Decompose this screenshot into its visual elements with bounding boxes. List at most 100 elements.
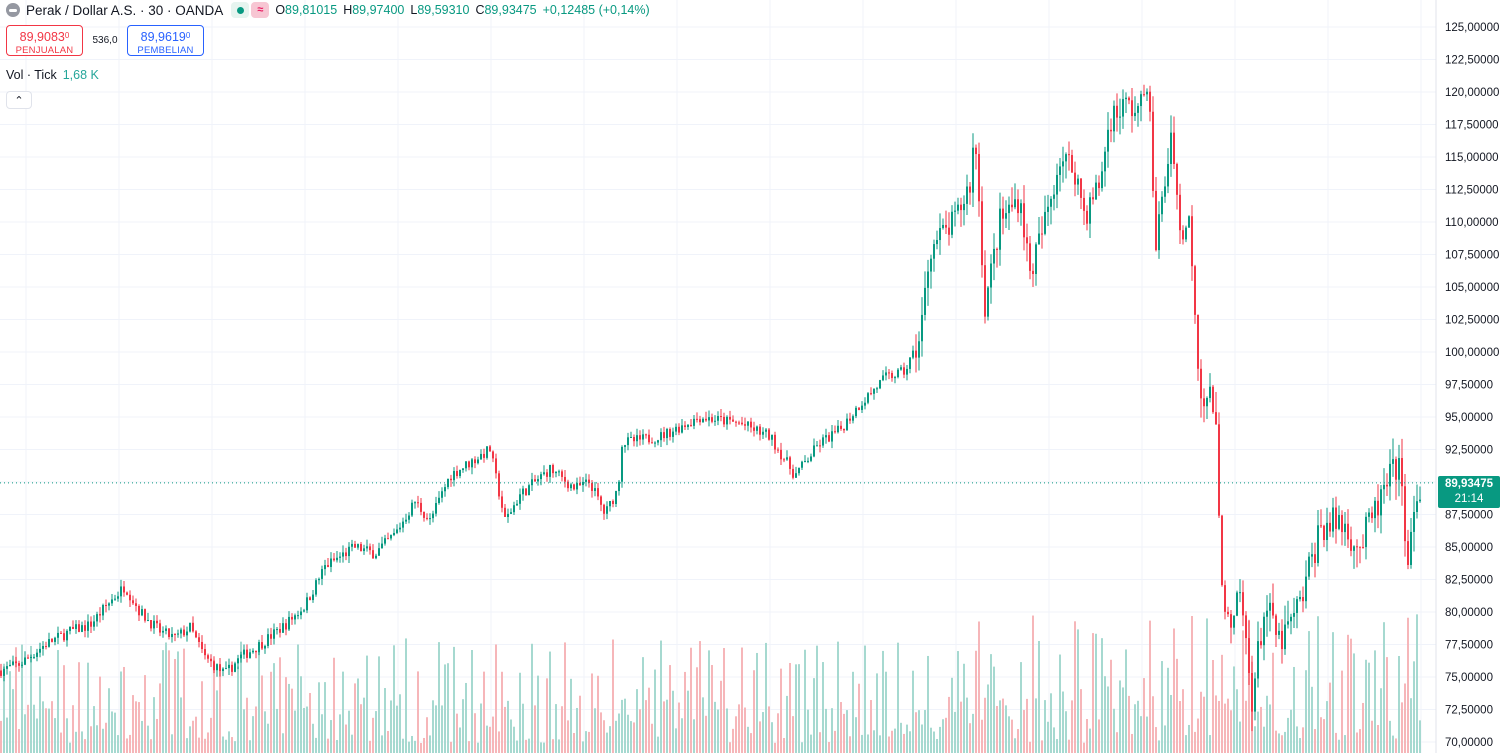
candle-body <box>207 655 209 659</box>
volume-bar <box>960 701 962 753</box>
volume-bar <box>954 711 956 753</box>
candle-body <box>243 649 245 655</box>
volume-bar <box>762 712 764 753</box>
volume-bar <box>897 642 899 753</box>
volume-bar <box>1188 724 1190 753</box>
candle-body <box>654 442 656 444</box>
volume-bar <box>369 740 371 753</box>
volume-bar <box>804 649 806 753</box>
volume-bar <box>507 700 509 753</box>
volume-bar <box>1386 657 1388 753</box>
y-tick-label: 107,50000 <box>1445 250 1499 262</box>
volume-bar <box>1263 726 1265 753</box>
volume-bar <box>1116 732 1118 753</box>
volume-legend[interactable]: Vol · Tick 1,68 K <box>6 68 99 82</box>
volume-bar <box>69 742 71 753</box>
candle-body <box>474 459 476 464</box>
candle-body <box>966 186 968 204</box>
candle-body <box>162 630 164 633</box>
candle-body <box>96 614 98 622</box>
candle-body <box>42 646 44 649</box>
sell-price-sup: 0 <box>64 31 70 40</box>
candle-body <box>432 513 434 519</box>
candle-body <box>27 657 29 659</box>
volume-bar <box>351 734 353 753</box>
volume-bar <box>366 655 368 753</box>
volume-bar <box>1311 686 1313 753</box>
volume-bar <box>1140 716 1142 753</box>
candle-body <box>1035 244 1037 275</box>
volume-bar <box>1197 718 1199 753</box>
volume-bar <box>858 683 860 753</box>
volume-bar <box>477 742 479 753</box>
volume-bar <box>828 741 830 753</box>
volume-bar <box>1014 738 1016 753</box>
silver-symbol-icon[interactable] <box>6 3 20 17</box>
price-axis[interactable]: 70,00000 72,50000 75,00000 77,50000 80,00000… <box>1435 0 1499 753</box>
volume-bar <box>231 737 233 753</box>
volume-bar <box>1200 691 1202 753</box>
candle-body <box>177 633 179 635</box>
candle-body <box>1272 602 1274 616</box>
volume-bar <box>315 737 317 753</box>
volume-bar <box>582 741 584 753</box>
volume-bar <box>159 683 161 753</box>
volume-bar <box>1380 688 1382 753</box>
candle-body <box>1353 546 1355 551</box>
volume-bar <box>594 708 596 753</box>
collapse-legend-button[interactable]: ⌃ <box>6 91 32 109</box>
volume-bar <box>912 670 914 753</box>
volume-bar <box>837 641 839 753</box>
grid <box>0 0 1436 753</box>
candle-body <box>1401 458 1403 487</box>
sell-button[interactable]: 89,90830 PENJUALAN <box>6 25 83 56</box>
volume-bar <box>1230 710 1232 753</box>
candle-body <box>321 569 323 579</box>
y-tick-label: 100,00000 <box>1445 347 1499 359</box>
candle-body <box>1221 515 1223 586</box>
candle-body <box>1191 216 1193 267</box>
market-open-icon[interactable] <box>231 2 250 18</box>
candle-body <box>789 457 791 469</box>
candle-body <box>3 668 5 676</box>
candle-body <box>399 527 401 530</box>
volume-bar <box>450 741 452 753</box>
volume-bar <box>906 724 908 753</box>
volume-bar <box>1170 694 1172 753</box>
candle-body <box>1101 171 1103 189</box>
volume-bar <box>138 702 140 753</box>
volume-bar <box>690 647 692 753</box>
volume-bar <box>1275 730 1277 753</box>
volume-bar <box>402 738 404 753</box>
candles <box>0 84 1421 732</box>
volume-bar <box>1365 659 1367 753</box>
volume-bar <box>1047 721 1049 753</box>
candle-body <box>15 661 17 664</box>
volume-bar <box>879 735 881 753</box>
volume-bar <box>15 647 17 753</box>
volume-bar <box>510 719 512 753</box>
buy-button[interactable]: 89,96190 PEMBELIAN <box>127 25 204 56</box>
volume-bar <box>1341 670 1343 753</box>
candle-body <box>1284 624 1286 650</box>
candle-body <box>660 432 662 441</box>
candle-body <box>120 586 122 597</box>
volume-bar <box>384 688 386 753</box>
candle-body <box>693 418 695 426</box>
candle-body <box>609 500 611 507</box>
volume-bar <box>549 651 551 753</box>
volume-bar <box>852 671 854 753</box>
candle-body <box>333 558 335 561</box>
volume-bar <box>606 732 608 753</box>
candle-body <box>153 620 155 629</box>
candle-body <box>954 210 956 212</box>
volume-bar <box>99 676 101 753</box>
symbol-title[interactable]: Perak / Dollar A.S. · 30 · OANDA <box>26 2 224 18</box>
volume-bar <box>1248 619 1250 753</box>
volume-bar <box>33 704 35 753</box>
volume-bar <box>909 731 911 753</box>
approx-icon[interactable]: ≈ <box>251 2 270 18</box>
candle-body <box>1077 178 1079 185</box>
candle-body <box>750 421 752 428</box>
